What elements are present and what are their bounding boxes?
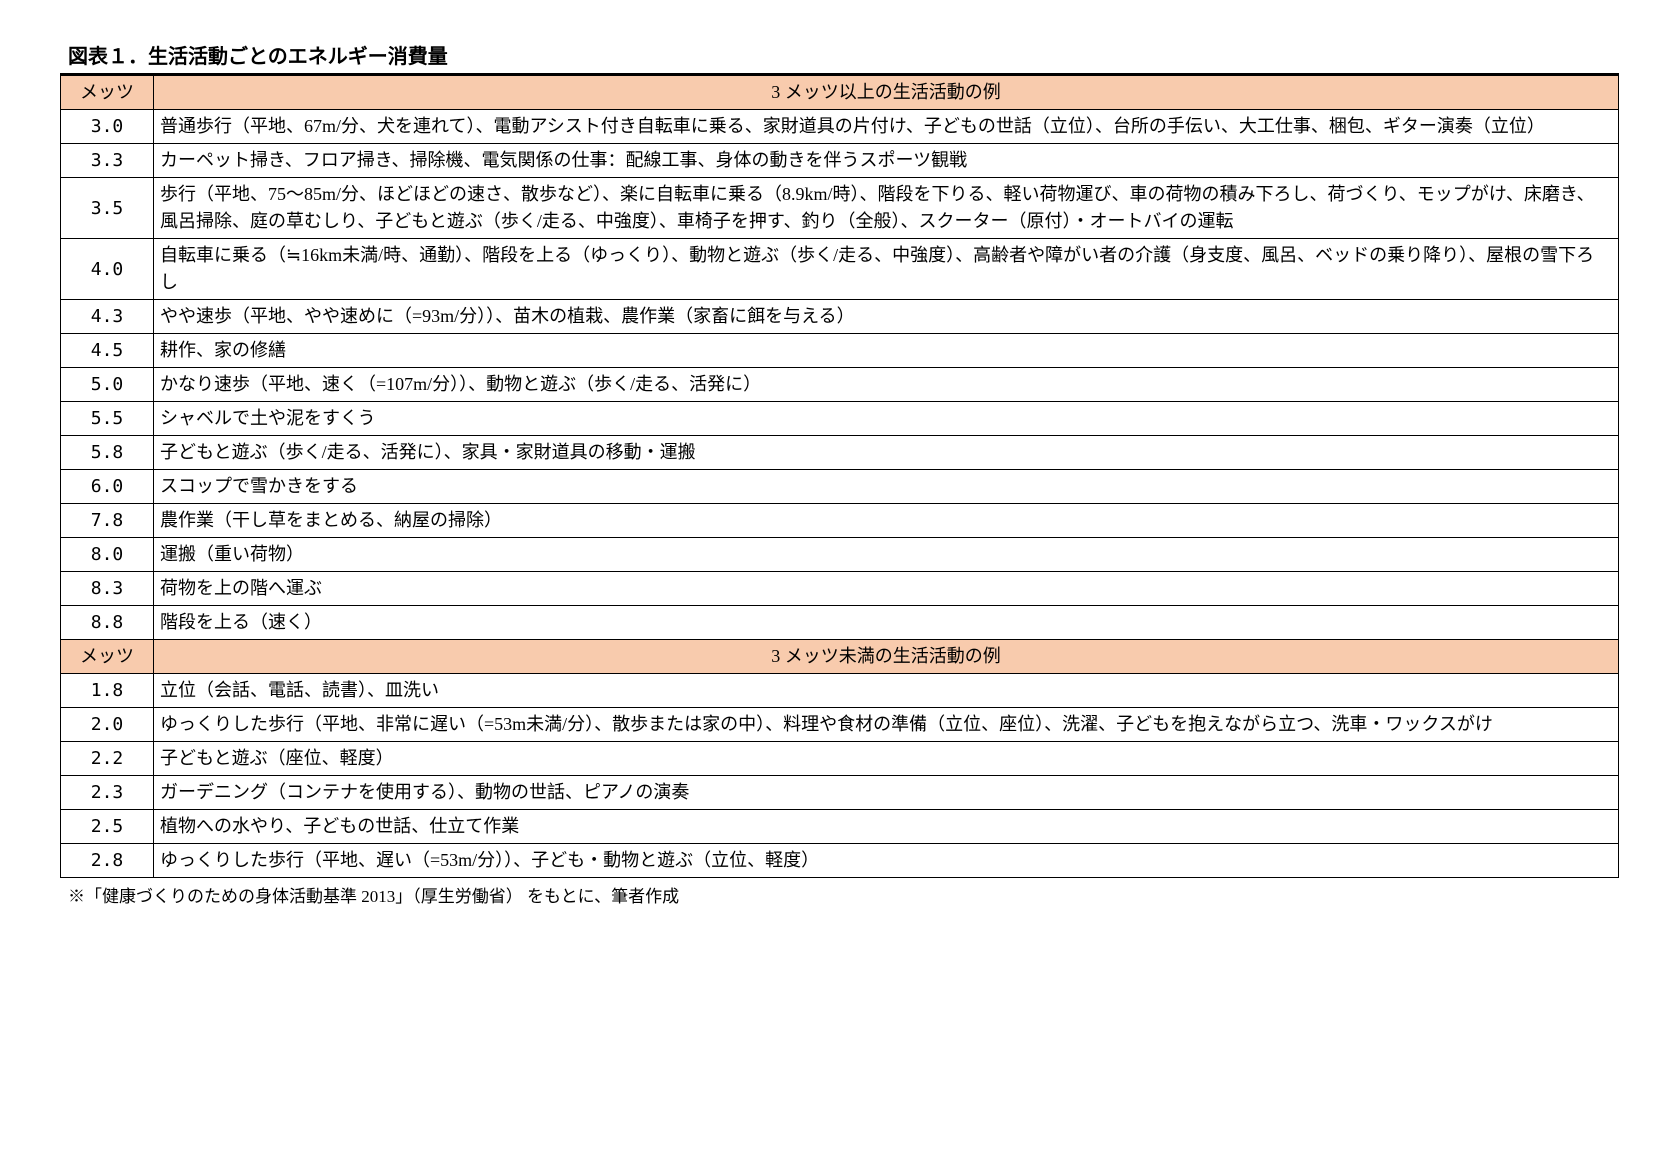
- mets-cell: 2.2: [61, 742, 154, 776]
- desc-cell: ゆっくりした歩行（平地、非常に遅い（=53m未満/分）、散歩または家の中）、料理…: [154, 708, 1619, 742]
- table-row: 5.5シャベルで土や泥をすくう: [61, 402, 1619, 436]
- header-desc-above: 3 メッツ以上の生活活動の例: [154, 76, 1619, 110]
- desc-cell: 農作業（干し草をまとめる、納屋の掃除）: [154, 504, 1619, 538]
- footnote: ※「健康づくりのための身体活動基準 2013」（厚生労働省） をもとに、筆者作成: [60, 882, 1619, 907]
- table-row: 1.8立位（会話、電話、読書）、皿洗い: [61, 674, 1619, 708]
- table-row: 2.8ゆっくりした歩行（平地、遅い（=53m/分））、子ども・動物と遊ぶ（立位、…: [61, 844, 1619, 878]
- desc-cell: 階段を上る（速く）: [154, 606, 1619, 640]
- desc-cell: 歩行（平地、75〜85m/分、ほどほどの速さ、散歩など）、楽に自転車に乗る（8.…: [154, 178, 1619, 239]
- mets-table: メッツ 3 メッツ以上の生活活動の例 3.0普通歩行（平地、67m/分、犬を連れ…: [60, 75, 1619, 878]
- table-title: 図表１．生活活動ごとのエネルギー消費量: [60, 40, 1619, 69]
- table-row: 5.8子どもと遊ぶ（歩く/走る、活発に）、家具・家財道具の移動・運搬: [61, 436, 1619, 470]
- table-row: 5.0かなり速歩（平地、速く（=107m/分））、動物と遊ぶ（歩く/走る、活発に…: [61, 368, 1619, 402]
- desc-cell: 植物への水やり、子どもの世話、仕立て作業: [154, 810, 1619, 844]
- mets-cell: 4.0: [61, 239, 154, 300]
- desc-cell: 子どもと遊ぶ（座位、軽度）: [154, 742, 1619, 776]
- table-row: 4.3やや速歩（平地、やや速めに（=93m/分））、苗木の植栽、農作業（家畜に餌…: [61, 300, 1619, 334]
- mets-cell: 3.5: [61, 178, 154, 239]
- header-row-below: メッツ 3 メッツ未満の生活活動の例: [61, 640, 1619, 674]
- table-row: 4.5耕作、家の修繕: [61, 334, 1619, 368]
- desc-cell: やや速歩（平地、やや速めに（=93m/分））、苗木の植栽、農作業（家畜に餌を与え…: [154, 300, 1619, 334]
- desc-cell: スコップで雪かきをする: [154, 470, 1619, 504]
- mets-cell: 5.5: [61, 402, 154, 436]
- mets-cell: 4.3: [61, 300, 154, 334]
- mets-cell: 8.3: [61, 572, 154, 606]
- mets-cell: 5.8: [61, 436, 154, 470]
- header-desc-below: 3 メッツ未満の生活活動の例: [154, 640, 1619, 674]
- table-row: 2.2子どもと遊ぶ（座位、軽度）: [61, 742, 1619, 776]
- desc-cell: 子どもと遊ぶ（歩く/走る、活発に）、家具・家財道具の移動・運搬: [154, 436, 1619, 470]
- desc-cell: 運搬（重い荷物）: [154, 538, 1619, 572]
- mets-cell: 8.8: [61, 606, 154, 640]
- mets-cell: 3.3: [61, 144, 154, 178]
- mets-cell: 2.3: [61, 776, 154, 810]
- desc-cell: シャベルで土や泥をすくう: [154, 402, 1619, 436]
- header-mets-above: メッツ: [61, 76, 154, 110]
- mets-cell: 8.0: [61, 538, 154, 572]
- desc-cell: ゆっくりした歩行（平地、遅い（=53m/分））、子ども・動物と遊ぶ（立位、軽度）: [154, 844, 1619, 878]
- table-row: 3.5歩行（平地、75〜85m/分、ほどほどの速さ、散歩など）、楽に自転車に乗る…: [61, 178, 1619, 239]
- desc-cell: かなり速歩（平地、速く（=107m/分））、動物と遊ぶ（歩く/走る、活発に）: [154, 368, 1619, 402]
- header-row-above: メッツ 3 メッツ以上の生活活動の例: [61, 76, 1619, 110]
- desc-cell: 普通歩行（平地、67m/分、犬を連れて）、電動アシスト付き自転車に乗る、家財道具…: [154, 110, 1619, 144]
- table-row: 8.8階段を上る（速く）: [61, 606, 1619, 640]
- desc-cell: ガーデニング（コンテナを使用する）、動物の世話、ピアノの演奏: [154, 776, 1619, 810]
- table-row: 7.8農作業（干し草をまとめる、納屋の掃除）: [61, 504, 1619, 538]
- table-row: 8.0運搬（重い荷物）: [61, 538, 1619, 572]
- mets-cell: 3.0: [61, 110, 154, 144]
- mets-cell: 2.8: [61, 844, 154, 878]
- table-row: 2.0ゆっくりした歩行（平地、非常に遅い（=53m未満/分）、散歩または家の中）…: [61, 708, 1619, 742]
- desc-cell: カーペット掃き、フロア掃き、掃除機、電気関係の仕事：配線工事、身体の動きを伴うス…: [154, 144, 1619, 178]
- mets-cell: 4.5: [61, 334, 154, 368]
- mets-cell: 6.0: [61, 470, 154, 504]
- header-mets-below: メッツ: [61, 640, 154, 674]
- desc-cell: 自転車に乗る（≒16km未満/時、通勤）、階段を上る（ゆっくり）、動物と遊ぶ（歩…: [154, 239, 1619, 300]
- mets-cell: 7.8: [61, 504, 154, 538]
- desc-cell: 立位（会話、電話、読書）、皿洗い: [154, 674, 1619, 708]
- table-row: 2.5植物への水やり、子どもの世話、仕立て作業: [61, 810, 1619, 844]
- table-row: 3.3カーペット掃き、フロア掃き、掃除機、電気関係の仕事：配線工事、身体の動きを…: [61, 144, 1619, 178]
- table-row: 2.3ガーデニング（コンテナを使用する）、動物の世話、ピアノの演奏: [61, 776, 1619, 810]
- table-row: 4.0自転車に乗る（≒16km未満/時、通勤）、階段を上る（ゆっくり）、動物と遊…: [61, 239, 1619, 300]
- desc-cell: 荷物を上の階へ運ぶ: [154, 572, 1619, 606]
- desc-cell: 耕作、家の修繕: [154, 334, 1619, 368]
- mets-cell: 1.8: [61, 674, 154, 708]
- mets-cell: 2.5: [61, 810, 154, 844]
- table-row: 8.3荷物を上の階へ運ぶ: [61, 572, 1619, 606]
- mets-cell: 2.0: [61, 708, 154, 742]
- table-row: 6.0スコップで雪かきをする: [61, 470, 1619, 504]
- table-row: 3.0普通歩行（平地、67m/分、犬を連れて）、電動アシスト付き自転車に乗る、家…: [61, 110, 1619, 144]
- mets-cell: 5.0: [61, 368, 154, 402]
